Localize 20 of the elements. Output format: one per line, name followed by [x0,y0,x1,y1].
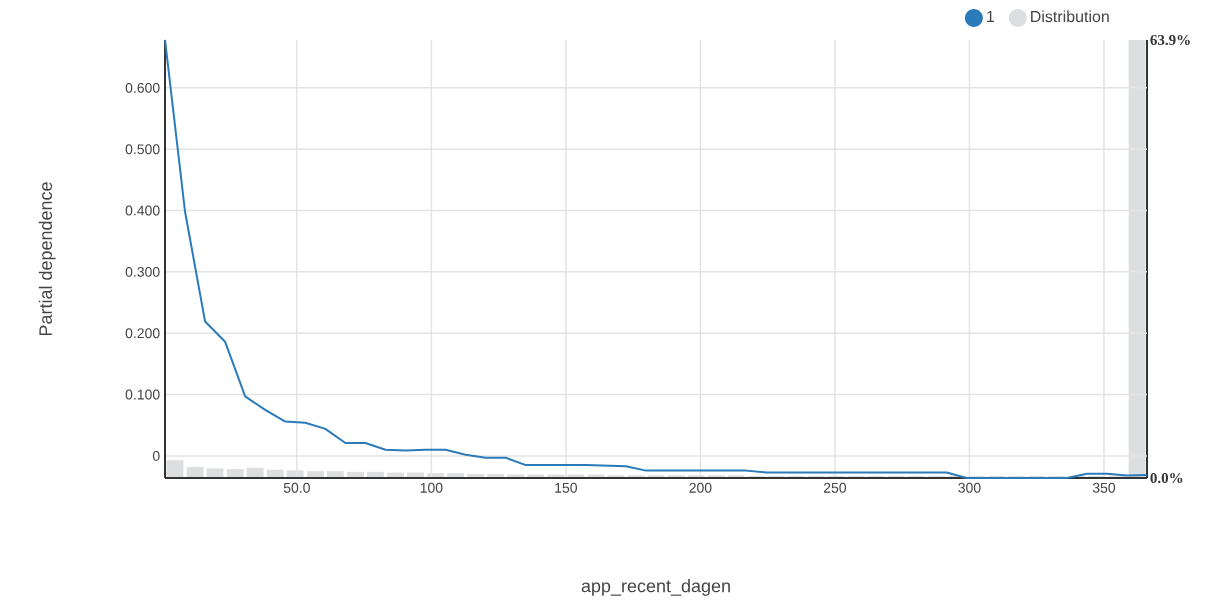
y-tick-label: 0 [152,450,160,461]
x-tick-label: 250 [823,482,847,493]
y2-tick-label: 63.9% [1150,34,1190,46]
legend-label: Distribution [1031,10,1109,23]
x-tick-label: 350 [1092,482,1116,493]
y-tick-label: 0.500 [125,144,160,155]
y-tick-label: 0.600 [125,82,160,93]
y-axis-title: Partial dependence [38,182,56,336]
x-tick-label: 150 [555,482,578,493]
y2-tick-label: 0.0% [1150,472,1183,484]
x-axis-title: app_recent_dagen [581,579,730,596]
y-tick-label: 0.200 [125,328,160,339]
y-tick-label: 0.300 [125,266,160,277]
x-tick-label: 100 [420,482,443,493]
y-tick-label: 0.100 [125,389,160,400]
x-tick-label: 300 [958,482,981,493]
legend-label: 1 [987,10,994,22]
x-tick-label: 50.0 [283,482,310,493]
y-tick-label: 0.400 [125,205,160,216]
x-tick-label: 200 [689,482,712,493]
